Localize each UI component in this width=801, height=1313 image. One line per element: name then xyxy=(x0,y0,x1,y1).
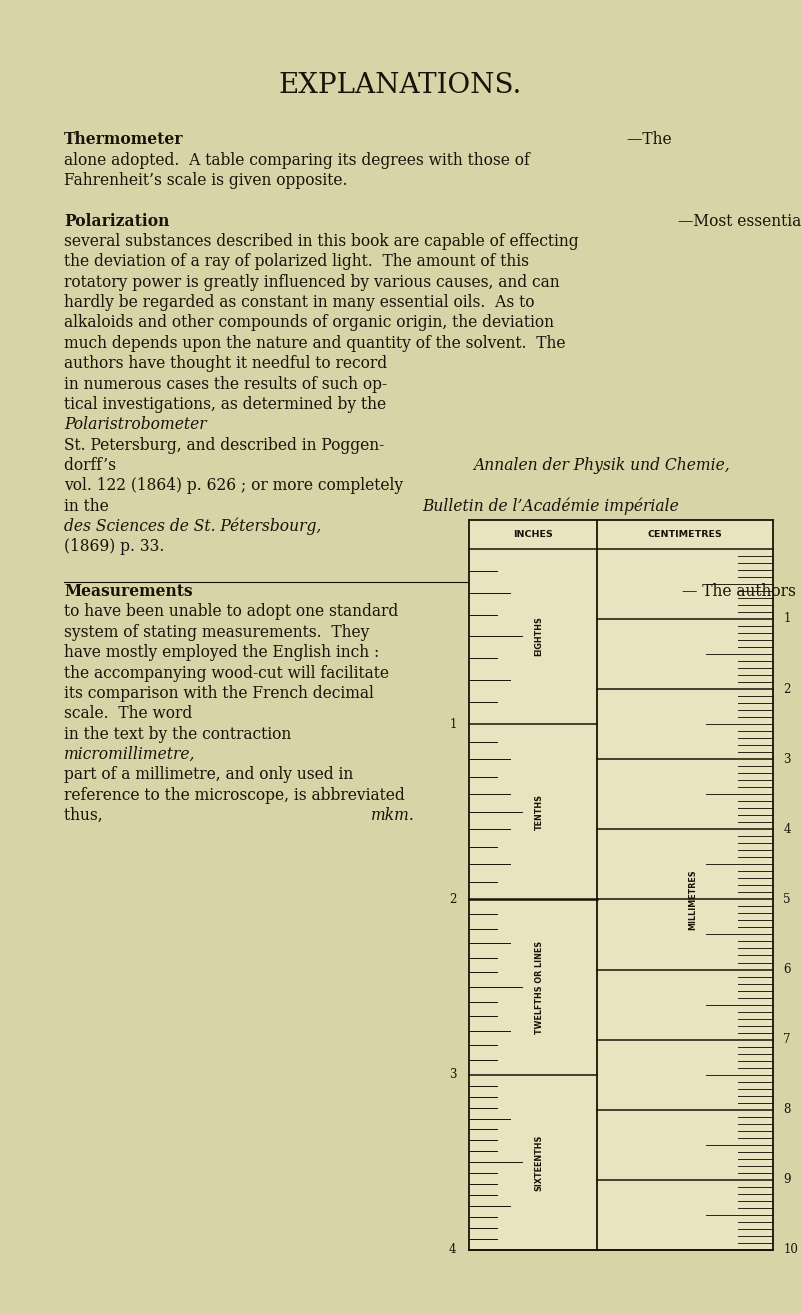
Text: have mostly employed the English inch :: have mostly employed the English inch : xyxy=(64,645,380,662)
Text: reference to the microscope, is abbreviated: reference to the microscope, is abbrevia… xyxy=(64,786,405,804)
Text: 9: 9 xyxy=(783,1174,791,1187)
Text: hardly be regarded as constant in many essential oils.  As to: hardly be regarded as constant in many e… xyxy=(64,294,534,311)
Text: —Most essential oils, and the solutions of: —Most essential oils, and the solutions … xyxy=(678,213,801,230)
Text: 7: 7 xyxy=(783,1033,791,1046)
Text: — The authors regret: — The authors regret xyxy=(682,583,801,600)
Text: tical investigations, as determined by the: tical investigations, as determined by t… xyxy=(64,395,386,412)
Text: rotatory power is greatly influenced by various causes, and can: rotatory power is greatly influenced by … xyxy=(64,273,560,290)
Text: Measurements: Measurements xyxy=(64,583,193,600)
Text: to have been unable to adopt one standard: to have been unable to adopt one standar… xyxy=(64,604,398,621)
Text: in the: in the xyxy=(64,498,114,515)
Text: —The: —The xyxy=(626,131,676,148)
Text: 2: 2 xyxy=(449,893,457,906)
Text: Bulletin de l’Académie impériale: Bulletin de l’Académie impériale xyxy=(422,498,678,515)
Text: vol. 122 (1864) p. 626 ; or more completely: vol. 122 (1864) p. 626 ; or more complet… xyxy=(64,477,403,494)
Text: in the text by the contraction: in the text by the contraction xyxy=(64,726,296,743)
Text: EIGHTHS: EIGHTHS xyxy=(534,617,544,656)
Text: St. Petersburg, and described in Poggen-: St. Petersburg, and described in Poggen- xyxy=(64,436,384,453)
Text: the accompanying wood-cut will facilitate: the accompanying wood-cut will facilitat… xyxy=(64,664,389,681)
Text: 8: 8 xyxy=(783,1103,791,1116)
Text: alone adopted.  A table comparing its degrees with those of: alone adopted. A table comparing its deg… xyxy=(64,151,529,168)
Text: its comparison with the French decimal: its comparison with the French decimal xyxy=(64,685,374,702)
Text: MILLIMETRES: MILLIMETRES xyxy=(688,869,698,930)
Text: authors have thought it needful to record: authors have thought it needful to recor… xyxy=(64,355,387,372)
Text: 2: 2 xyxy=(783,683,791,696)
Bar xyxy=(469,520,597,1250)
Text: 3: 3 xyxy=(783,752,791,765)
Text: 1: 1 xyxy=(449,718,457,730)
Text: 6: 6 xyxy=(783,962,791,976)
Text: much depends upon the nature and quantity of the solvent.  The: much depends upon the nature and quantit… xyxy=(64,335,566,352)
Text: alkaloids and other compounds of organic origin, the deviation: alkaloids and other compounds of organic… xyxy=(64,314,554,331)
Text: Polaristrobometer: Polaristrobometer xyxy=(64,416,207,433)
Text: TENTHS: TENTHS xyxy=(534,794,544,830)
Text: Annalen der Physik und Chemie,: Annalen der Physik und Chemie, xyxy=(473,457,730,474)
Bar xyxy=(597,520,773,1250)
Text: several substances described in this book are capable of effecting: several substances described in this boo… xyxy=(64,232,578,249)
Text: INCHES: INCHES xyxy=(513,530,553,538)
Text: mkm.: mkm. xyxy=(371,807,415,825)
Text: des Sciences de St. Pétersbourg,: des Sciences de St. Pétersbourg, xyxy=(64,517,321,536)
Text: scale.  The word: scale. The word xyxy=(64,705,197,722)
Text: system of stating measurements.  They: system of stating measurements. They xyxy=(64,624,369,641)
Text: Polarization: Polarization xyxy=(64,213,170,230)
Text: the deviation of a ray of polarized light.  The amount of this: the deviation of a ray of polarized ligh… xyxy=(64,253,529,270)
Text: thus,: thus, xyxy=(64,807,107,825)
Text: EXPLANATIONS.: EXPLANATIONS. xyxy=(279,72,522,100)
Text: Thermometer: Thermometer xyxy=(64,131,183,148)
Text: part of a millimetre, and only used in: part of a millimetre, and only used in xyxy=(64,767,353,784)
Text: 5: 5 xyxy=(783,893,791,906)
Text: TWELFTHS OR LINES: TWELFTHS OR LINES xyxy=(534,940,544,1033)
Text: dorff’s: dorff’s xyxy=(64,457,121,474)
Text: 3: 3 xyxy=(449,1069,457,1081)
Text: 4: 4 xyxy=(783,823,791,836)
Text: micromillimetre,: micromillimetre, xyxy=(64,746,195,763)
Text: SIXTEENTHS: SIXTEENTHS xyxy=(534,1134,544,1191)
Text: CENTIMETRES: CENTIMETRES xyxy=(647,530,723,538)
Text: 10: 10 xyxy=(783,1243,799,1257)
Text: 4: 4 xyxy=(449,1243,457,1257)
Text: in numerous cases the results of such op-: in numerous cases the results of such op… xyxy=(64,376,387,393)
Text: Fahrenheit’s scale is given opposite.: Fahrenheit’s scale is given opposite. xyxy=(64,172,348,189)
Text: (1869) p. 33.: (1869) p. 33. xyxy=(64,538,164,555)
Text: 1: 1 xyxy=(783,612,791,625)
